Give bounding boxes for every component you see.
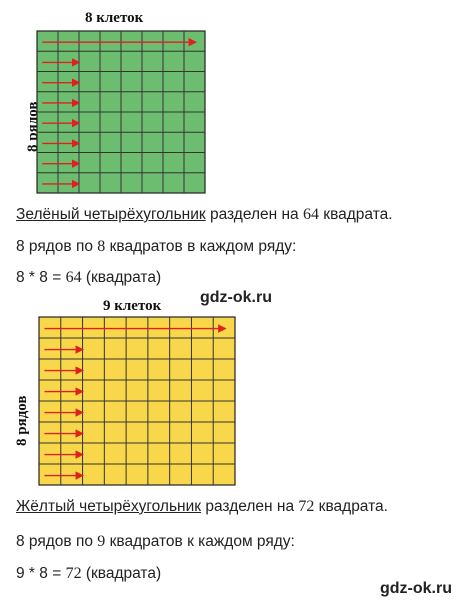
- green-shape-name: Зелёный четырёхугольник: [16, 206, 206, 223]
- green-total-number: 64: [302, 206, 319, 223]
- yellow-formula: 9 * 8 =: [16, 565, 66, 582]
- green-line-2-end: квадратов в каждом ряду:: [105, 238, 297, 255]
- yellow-grid: [38, 316, 236, 486]
- green-line-1-end: квадрата.: [318, 206, 393, 223]
- green-row-count: 8: [97, 238, 106, 255]
- yellow-line-1-end: квадрата.: [314, 498, 388, 515]
- green-line-3-end: (квадрата): [81, 269, 162, 286]
- green-line-1: Зелёный четырёхугольник разделен на 64 к…: [16, 206, 393, 224]
- green-formula: 8 * 8 =: [16, 269, 66, 286]
- yellow-line-3: 9 * 8 = 72 (квадрата): [16, 565, 161, 583]
- yellow-line-1: Жёлтый четырёхугольник разделен на 72 кв…: [16, 498, 388, 516]
- green-grid: [36, 30, 206, 194]
- yellow-line-2: 8 рядов по 9 квадратов к каждом ряду:: [16, 533, 295, 551]
- green-line-2: 8 рядов по 8 квадратов в каждом ряду:: [16, 238, 296, 256]
- green-result: 64: [65, 269, 82, 286]
- yellow-result: 72: [65, 565, 82, 582]
- yellow-line-2-end: квадратов к каждом ряду:: [105, 533, 295, 550]
- yellow-grid-title: 9 клеток: [103, 298, 162, 314]
- yellow-shape-name: Жёлтый четырёхугольник: [16, 498, 202, 515]
- yellow-grid-side-label: 8 рядов: [14, 395, 30, 446]
- yellow-line-2-text: 8 рядов по: [16, 533, 98, 550]
- watermark-top: gdz-ok.ru: [200, 289, 272, 306]
- green-line-1-text: разделен на: [205, 206, 303, 223]
- green-line-3: 8 * 8 = 64 (квадрата): [16, 269, 161, 287]
- yellow-line-3-end: (квадрата): [81, 565, 162, 582]
- yellow-row-count: 9: [97, 533, 106, 550]
- green-line-2-text: 8 рядов по: [16, 238, 98, 255]
- yellow-line-1-text: разделен на: [201, 498, 299, 515]
- watermark-bottom: gdz-ok.ru: [380, 580, 452, 597]
- yellow-total-number: 72: [298, 498, 315, 515]
- green-grid-title: 8 клеток: [85, 10, 144, 26]
